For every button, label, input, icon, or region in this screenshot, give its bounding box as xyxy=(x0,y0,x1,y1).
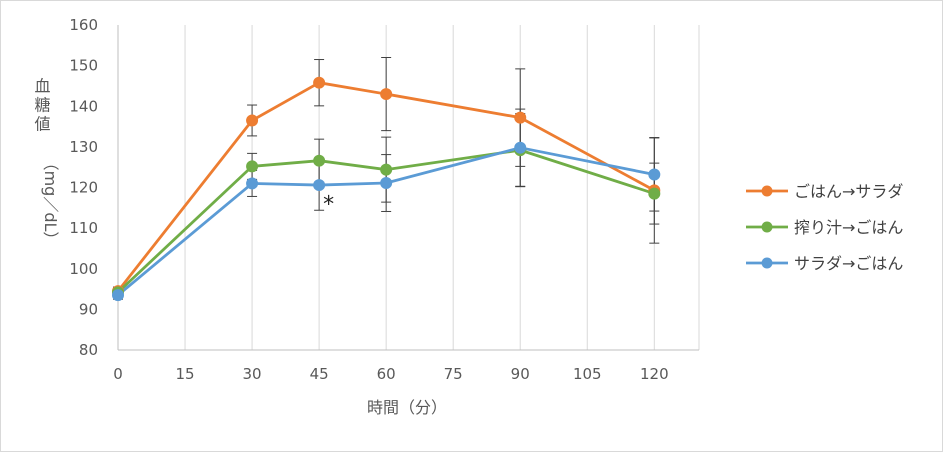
data-point-2-4 xyxy=(514,141,527,154)
data-point-2-3 xyxy=(380,177,393,190)
x-tick-label-45: 45 xyxy=(310,365,329,383)
data-point-1-1 xyxy=(246,160,259,173)
legend-label-2: サラダ→ごはん xyxy=(794,254,903,273)
data-points xyxy=(112,76,661,302)
series-line-1 xyxy=(117,148,655,294)
y-tick-label-100: 100 xyxy=(69,260,98,278)
x-axis-label: 時間（分） xyxy=(367,398,447,417)
x-tick-label-15: 15 xyxy=(175,365,194,383)
x-tick-label-120: 120 xyxy=(640,365,669,383)
data-point-0-1 xyxy=(246,114,259,127)
data-point-0-4 xyxy=(514,111,527,124)
series-line-0 xyxy=(116,81,655,292)
data-point-1-2 xyxy=(313,154,326,167)
y-tick-label-110: 110 xyxy=(69,219,98,237)
x-tick-label-105: 105 xyxy=(573,365,602,383)
data-point-1-3 xyxy=(380,163,393,176)
legend-label-1: 搾り汁→ごはん xyxy=(794,218,903,237)
x-tick-label-75: 75 xyxy=(444,365,463,383)
legend-marker-1 xyxy=(761,221,773,233)
grid-lines xyxy=(184,25,700,350)
data-point-0-3 xyxy=(380,88,393,101)
legend-label-0: ごはん→サラダ xyxy=(794,182,903,201)
data-point-0-2 xyxy=(313,76,326,89)
y-tick-label-130: 130 xyxy=(69,138,98,156)
legend-marker-2 xyxy=(761,257,773,269)
y-axis-label: 血糖値 xyxy=(32,78,51,135)
y-tick-label-120: 120 xyxy=(69,179,98,197)
x-tick-label-60: 60 xyxy=(377,365,396,383)
y-tick-label-160: 160 xyxy=(69,16,98,34)
x-tick-label-90: 90 xyxy=(511,365,530,383)
y-tick-labels: 80 90 100 110 120 130 140 150 160 xyxy=(69,16,98,359)
data-point-2-2 xyxy=(313,179,326,192)
legend-marker-0 xyxy=(761,185,773,197)
y-axis-unit: （mg／dL） xyxy=(41,155,60,248)
data-point-2-1 xyxy=(246,177,259,190)
data-point-2-5 xyxy=(648,168,661,181)
series-lines xyxy=(116,81,655,297)
y-tick-label-150: 150 xyxy=(69,57,98,75)
data-point-1-5 xyxy=(648,187,661,200)
axes xyxy=(117,25,699,351)
data-point-2-0 xyxy=(112,289,124,302)
y-tick-label-80: 80 xyxy=(79,341,98,359)
series-line-2 xyxy=(117,146,655,297)
x-tick-label-30: 30 xyxy=(243,365,262,383)
y-tick-label-140: 140 xyxy=(69,97,98,115)
x-tick-labels: 0 15 30 45 60 75 90 105 120 xyxy=(113,365,668,383)
y-tick-label-90: 90 xyxy=(79,300,98,318)
annotations: * xyxy=(323,193,334,218)
significance-mark-0: * xyxy=(323,193,334,218)
x-tick-label-0: 0 xyxy=(113,365,123,383)
